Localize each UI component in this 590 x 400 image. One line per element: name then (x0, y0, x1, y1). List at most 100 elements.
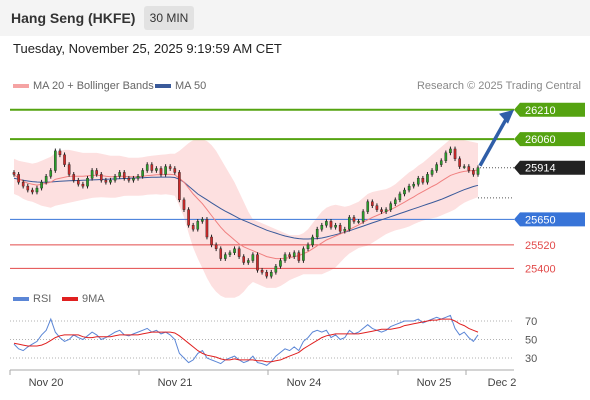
candle (127, 178, 131, 181)
candles (12, 146, 480, 279)
candle (99, 174, 103, 181)
candle (288, 254, 291, 257)
candle (449, 148, 452, 154)
x-tick-label: Nov 20 (29, 377, 64, 389)
candle (178, 172, 181, 201)
ma9-legend-swatch (62, 297, 78, 301)
candle (366, 201, 370, 212)
candle (182, 199, 186, 210)
candle (348, 217, 351, 230)
candle (265, 272, 268, 277)
ma50-line (13, 176, 479, 240)
candle (320, 225, 324, 230)
candle (63, 154, 66, 165)
candle (371, 201, 374, 206)
candle (311, 236, 314, 246)
candle (435, 164, 438, 171)
ma9-legend-label: 9MA (82, 293, 105, 305)
research-credit: Research © 2025 Trading Central (416, 80, 581, 92)
candle (31, 189, 34, 193)
candle (118, 172, 121, 177)
x-tick-label: Nov 25 (417, 377, 452, 389)
candle (421, 178, 425, 183)
candle (384, 209, 388, 212)
candle (292, 252, 296, 257)
candle (472, 170, 475, 175)
candle (283, 254, 287, 261)
candle (246, 260, 250, 263)
candle (35, 187, 39, 193)
candle (228, 252, 232, 255)
level-badge-text-25650: 25650 (525, 214, 556, 226)
candle (219, 248, 223, 259)
candle (430, 170, 434, 175)
candle (269, 272, 273, 277)
candle (86, 178, 89, 187)
x-tick-label: Nov 21 (158, 377, 193, 389)
candle (12, 172, 16, 175)
ma50-legend-swatch (155, 84, 171, 88)
level-label-25400: 25400 (525, 263, 556, 275)
candle (352, 217, 356, 222)
timeframe-badge[interactable]: 30 MIN (144, 6, 194, 30)
candle (21, 182, 25, 187)
candle (132, 178, 135, 181)
candle (260, 270, 264, 273)
candle (104, 180, 108, 183)
candle (90, 170, 94, 179)
rsi-line (13, 314, 479, 366)
candle (150, 164, 154, 171)
candle (412, 183, 415, 187)
candle (343, 228, 347, 232)
candle (58, 150, 62, 156)
candle (214, 244, 218, 249)
candle (407, 185, 411, 191)
candle (329, 221, 333, 228)
candle (205, 219, 209, 238)
candle (403, 189, 406, 195)
target-arrow-head (499, 109, 514, 124)
rsi-tick-50: 50 (525, 335, 537, 347)
level-badge-text-25914: 25914 (525, 163, 556, 175)
candle (302, 248, 305, 261)
ma20-legend-label: MA 20 + Bollinger Bands (33, 80, 154, 92)
candle (476, 167, 480, 175)
candle (458, 158, 461, 167)
candle (394, 199, 397, 204)
candle (113, 176, 117, 181)
candle (141, 170, 144, 177)
level-badge-25650 (514, 212, 585, 227)
candle (439, 160, 443, 165)
candle (224, 254, 227, 259)
candle (242, 256, 246, 263)
candle (426, 174, 429, 183)
candle (233, 248, 236, 253)
candle (453, 148, 457, 159)
rsi-legend-swatch (13, 297, 29, 301)
chart-header: Hang Seng (HKFE) 30 MIN (0, 0, 590, 36)
candle (306, 244, 310, 249)
rsi-ma9-line (13, 318, 479, 363)
candle (380, 209, 383, 212)
candle (164, 166, 167, 175)
candle (159, 168, 163, 175)
candle (279, 260, 282, 267)
candle (173, 168, 177, 173)
candle (136, 176, 140, 179)
candle (81, 183, 85, 187)
candle (145, 164, 149, 171)
candle (109, 180, 112, 183)
candle (54, 150, 57, 171)
ma20-legend-swatch (13, 84, 29, 88)
candle (72, 174, 76, 181)
candle (67, 164, 71, 175)
candle (251, 254, 255, 261)
candle (462, 166, 466, 168)
chart-datetime: Tuesday, November 25, 2025 9:19:59 AM CE… (13, 41, 282, 56)
candle (191, 225, 195, 230)
rsi-tick-70: 70 (525, 316, 537, 328)
candle (210, 236, 213, 246)
candle (389, 203, 393, 210)
level-label-25520: 25520 (525, 240, 556, 252)
